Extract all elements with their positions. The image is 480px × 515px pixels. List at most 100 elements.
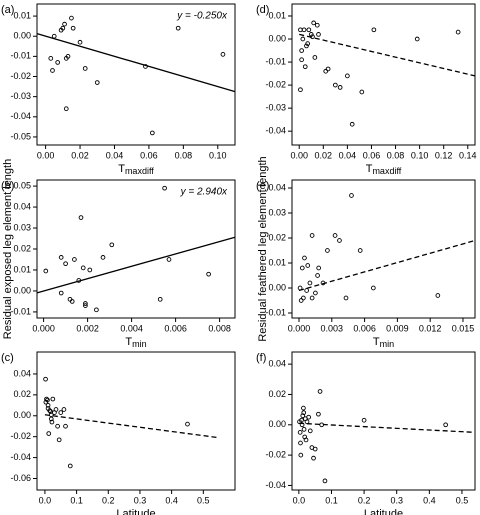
y-tick-label: -0.01 bbox=[10, 51, 31, 61]
y-tick-label: 0.04 bbox=[13, 201, 31, 211]
plot-frame bbox=[36, 3, 236, 146]
panel-label: (d) bbox=[256, 4, 269, 16]
data-point bbox=[345, 73, 350, 79]
data-point bbox=[77, 39, 83, 45]
data-point bbox=[371, 27, 377, 33]
data-point bbox=[297, 285, 303, 291]
data-point bbox=[300, 36, 306, 42]
fit-equation: y = 2.940x bbox=[180, 187, 228, 198]
data-point bbox=[78, 215, 84, 220]
y-tick-label: 0.00 bbox=[13, 31, 31, 41]
data-point bbox=[314, 22, 320, 28]
data-point bbox=[302, 64, 308, 70]
data-point bbox=[162, 185, 167, 191]
data-point bbox=[317, 389, 323, 394]
data-point bbox=[94, 307, 99, 313]
data-point bbox=[72, 257, 77, 262]
y-tick-label: -0.01 bbox=[265, 307, 286, 317]
x-tick-label: 0.08 bbox=[387, 150, 405, 160]
data-point bbox=[308, 32, 314, 37]
data-point bbox=[45, 402, 51, 408]
data-point bbox=[206, 271, 211, 277]
data-point bbox=[50, 68, 55, 73]
y-tick-label: 0.01 bbox=[13, 10, 31, 20]
y-tick-label: -0.01 bbox=[265, 56, 286, 66]
x-tick-label: 0.0 bbox=[39, 495, 52, 505]
x-tick-label: 0.04 bbox=[339, 150, 357, 160]
data-point bbox=[48, 56, 54, 61]
data-point bbox=[61, 407, 67, 412]
y-tick-label: 0.02 bbox=[268, 389, 286, 399]
x-tick-label: 0.06 bbox=[140, 150, 158, 160]
data-point bbox=[313, 290, 318, 296]
data-point bbox=[48, 416, 54, 422]
x-tick-label: 0.5 bbox=[456, 495, 469, 505]
x-axis-label: Tmaxdiff bbox=[118, 163, 154, 176]
data-point bbox=[316, 411, 321, 417]
data-point bbox=[55, 60, 61, 65]
y-tick-label: -0.04 bbox=[10, 111, 31, 121]
data-point bbox=[44, 396, 49, 402]
data-point bbox=[299, 48, 304, 53]
data-point bbox=[299, 417, 304, 423]
data-point bbox=[305, 41, 311, 46]
y-tick-label: -0.05 bbox=[10, 131, 31, 141]
y-tick-label: -0.03 bbox=[265, 103, 286, 113]
data-point bbox=[320, 280, 326, 286]
y-tick-label: -0.04 bbox=[10, 452, 31, 462]
x-tick-label: 0.000 bbox=[32, 323, 55, 333]
data-point bbox=[69, 15, 74, 21]
data-point bbox=[307, 428, 313, 434]
y-tick-label: 0.00 bbox=[13, 285, 31, 295]
data-point bbox=[312, 446, 318, 452]
x-tick-label: 0.2 bbox=[102, 495, 115, 505]
x-tick-label: 0.04 bbox=[106, 150, 124, 160]
data-point bbox=[357, 248, 363, 253]
data-point bbox=[175, 25, 181, 31]
data-point bbox=[300, 413, 306, 419]
data-point bbox=[58, 410, 64, 415]
y-tick-label: 0.05 bbox=[13, 180, 31, 190]
x-tick-label: 0.5 bbox=[197, 495, 210, 505]
x-tick-label: 0.008 bbox=[208, 323, 231, 333]
data-point bbox=[325, 66, 331, 72]
x-axis-label: Latitude bbox=[116, 508, 155, 515]
data-point bbox=[63, 106, 69, 112]
data-point bbox=[323, 68, 329, 74]
x-tick-label: 0.08 bbox=[175, 150, 193, 160]
data-point bbox=[43, 376, 48, 382]
data-point bbox=[299, 57, 304, 63]
x-axis-label-main: T bbox=[118, 163, 125, 175]
x-tick-label: 0.4 bbox=[423, 495, 436, 505]
y-axis-label: Residual feathered leg element length bbox=[257, 156, 269, 341]
data-point bbox=[443, 422, 448, 428]
data-point bbox=[337, 85, 343, 90]
y-tick-label: -0.02 bbox=[10, 71, 31, 81]
y-tick-label: 0.01 bbox=[13, 264, 31, 274]
data-point bbox=[301, 295, 306, 301]
data-point bbox=[87, 267, 93, 273]
x-axis-label: Tmin bbox=[125, 336, 146, 349]
y-tick-label: -0.02 bbox=[265, 79, 286, 89]
y-tick-label: -0.04 bbox=[265, 480, 286, 490]
data-point bbox=[304, 419, 310, 425]
y-tick-label: 0.04 bbox=[13, 368, 31, 378]
fit-equation: y = -0.250x bbox=[176, 11, 228, 22]
x-tick-label: 0.4 bbox=[165, 495, 178, 505]
data-point bbox=[299, 422, 305, 428]
data-point bbox=[80, 265, 86, 271]
x-tick-label: 0.002 bbox=[76, 323, 99, 333]
x-axis-label: Latitude bbox=[364, 508, 403, 515]
x-axis-label-sub: min bbox=[132, 339, 147, 349]
x-axis-label-main: Latitude bbox=[116, 508, 155, 515]
data-point bbox=[100, 255, 106, 260]
data-point bbox=[319, 422, 325, 428]
data-point bbox=[310, 34, 315, 40]
data-point bbox=[316, 32, 321, 37]
data-point bbox=[316, 265, 322, 271]
y-tick-label: -0.02 bbox=[265, 449, 286, 459]
data-point bbox=[306, 27, 312, 33]
y-tick-label: 0.01 bbox=[268, 10, 286, 20]
data-point bbox=[94, 80, 100, 85]
data-point bbox=[301, 426, 307, 432]
